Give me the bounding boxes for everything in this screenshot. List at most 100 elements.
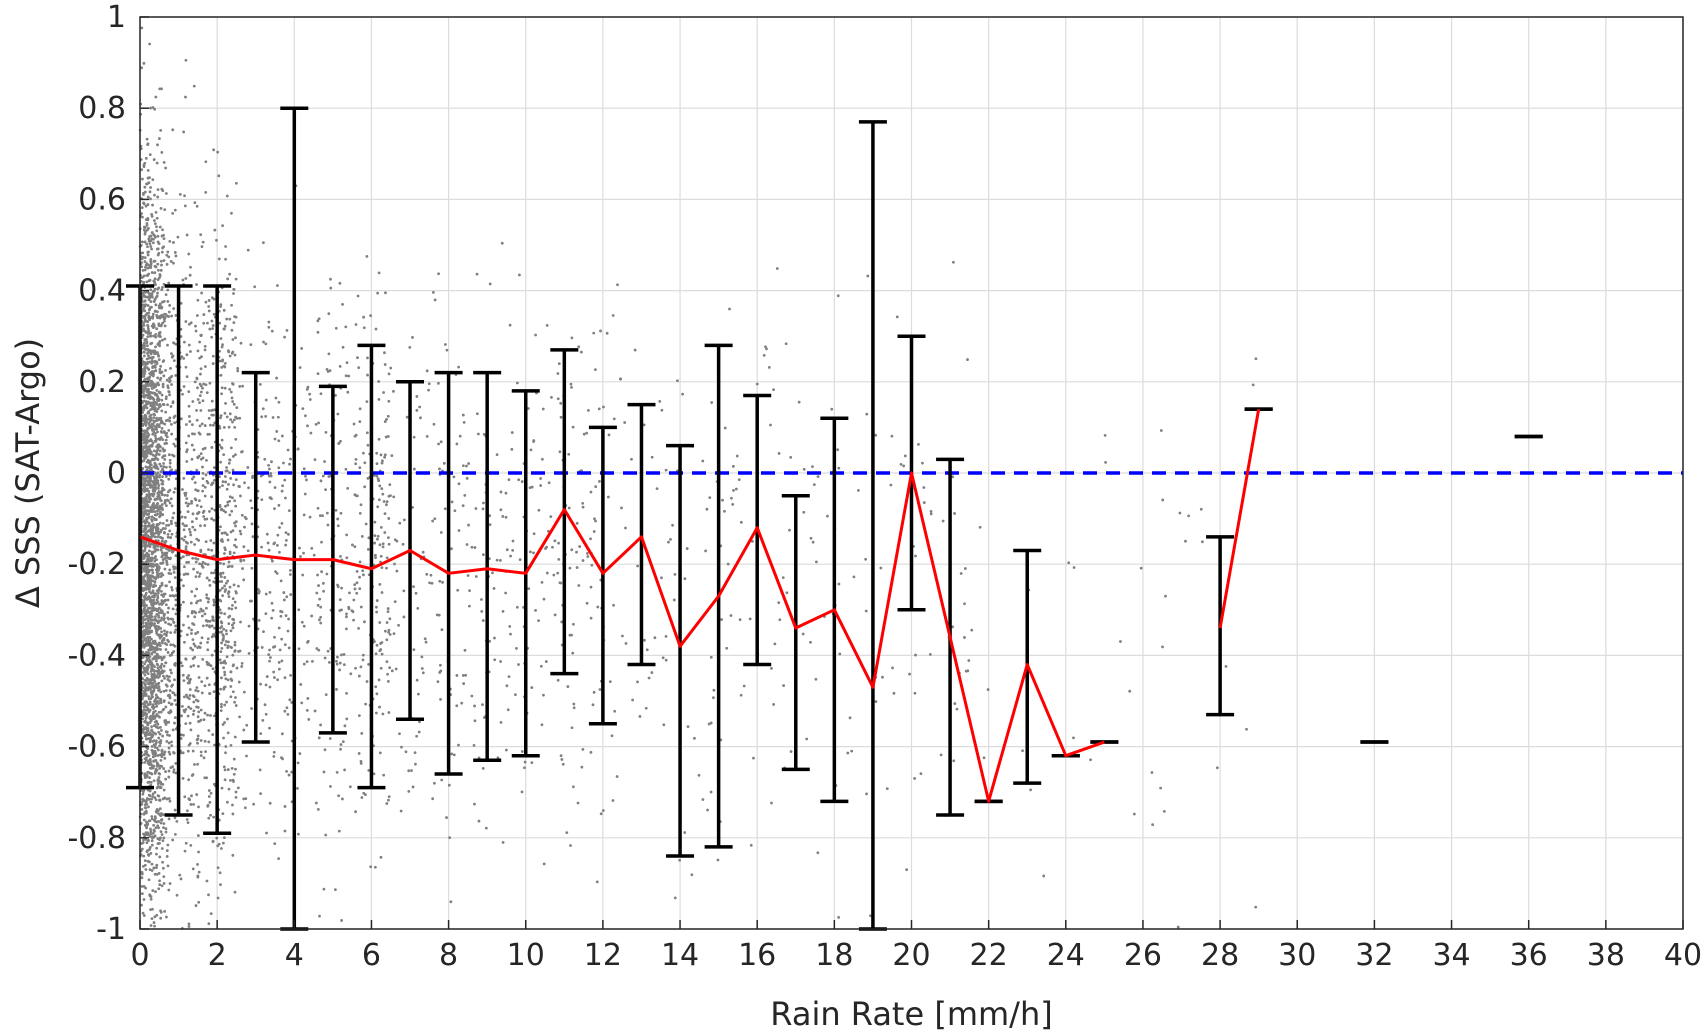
- scatter-point: [211, 324, 215, 327]
- scatter-point: [226, 644, 230, 648]
- scatter-point: [686, 725, 690, 729]
- scatter-point: [328, 369, 332, 373]
- scatter-point: [219, 620, 223, 624]
- scatter-point: [196, 715, 200, 719]
- scatter-point: [484, 826, 488, 830]
- scatter-point: [183, 795, 187, 799]
- scatter-point: [302, 662, 306, 666]
- scatter-point: [154, 518, 158, 521]
- scatter-point: [472, 743, 476, 747]
- scatter-point: [380, 641, 384, 644]
- scatter-point: [353, 587, 357, 591]
- scatter-point: [167, 606, 170, 610]
- scatter-point: [147, 761, 151, 764]
- scatter-point: [156, 240, 160, 244]
- scatter-point: [142, 487, 146, 491]
- scatter-point: [160, 528, 163, 532]
- scatter-point: [344, 374, 348, 378]
- scatter-point: [567, 506, 571, 510]
- scatter-point: [250, 566, 254, 570]
- scatter-point: [477, 819, 481, 823]
- scatter-point: [450, 500, 454, 504]
- scatter-point: [530, 686, 534, 689]
- scatter-point: [154, 531, 157, 535]
- scatter-point: [153, 601, 157, 605]
- scatter-point: [166, 864, 170, 868]
- scatter-point: [157, 533, 161, 536]
- scatter-point: [914, 653, 917, 657]
- scatter-point: [186, 614, 190, 618]
- scatter-point: [345, 717, 349, 721]
- scatter-point: [173, 693, 177, 697]
- scatter-point: [144, 624, 147, 628]
- scatter-point: [445, 348, 449, 352]
- scatter-point: [144, 156, 148, 160]
- scatter-point: [354, 323, 358, 326]
- scatter-point: [198, 424, 202, 428]
- scatter-point: [160, 593, 164, 597]
- scatter-point: [189, 707, 193, 711]
- scatter-point: [775, 267, 779, 270]
- scatter-point: [423, 637, 427, 641]
- scatter-point: [156, 291, 159, 295]
- scatter-point: [157, 587, 161, 591]
- scatter-point: [158, 535, 162, 539]
- scatter-point: [388, 666, 392, 670]
- scatter-point: [144, 414, 148, 418]
- scatter-point: [160, 600, 164, 604]
- scatter-point: [227, 622, 231, 626]
- scatter-point: [152, 300, 156, 303]
- scatter-point: [440, 628, 444, 631]
- scatter-point: [156, 501, 159, 505]
- scatter-point: [488, 282, 492, 286]
- scatter-point: [155, 216, 159, 220]
- scatter-point: [375, 692, 379, 696]
- scatter-point: [157, 484, 161, 488]
- scatter-point: [441, 580, 444, 584]
- scatter-point: [802, 467, 806, 471]
- scatter-point: [157, 887, 161, 891]
- scatter-point: [147, 853, 151, 857]
- scatter-point: [594, 485, 598, 489]
- scatter-point: [720, 618, 723, 621]
- scatter-point: [174, 762, 178, 765]
- scatter-point: [282, 598, 286, 602]
- scatter-point: [181, 392, 184, 396]
- scatter-point: [169, 572, 173, 576]
- scatter-point: [182, 584, 185, 588]
- scatter-point: [470, 545, 474, 549]
- scatter-point: [147, 390, 151, 394]
- scatter-point: [162, 689, 166, 693]
- scatter-point: [166, 694, 170, 698]
- scatter-point: [142, 374, 146, 378]
- scatter-point: [231, 350, 235, 354]
- scatter-point: [475, 272, 479, 276]
- scatter-point: [204, 473, 208, 477]
- scatter-point: [209, 813, 212, 817]
- scatter-point: [226, 538, 230, 542]
- scatter-point: [162, 465, 166, 469]
- scatter-point: [777, 452, 781, 455]
- scatter-point: [344, 325, 348, 329]
- scatter-point: [385, 638, 389, 642]
- scatter-point: [233, 499, 237, 503]
- scatter-point: [143, 776, 147, 780]
- scatter-point: [156, 594, 160, 598]
- scatter-point: [159, 259, 163, 263]
- scatter-point: [285, 328, 289, 332]
- scatter-point: [480, 598, 483, 601]
- scatter-point: [230, 767, 234, 770]
- scatter-point: [542, 862, 546, 866]
- scatter-point: [558, 581, 562, 585]
- scatter-point: [150, 519, 154, 523]
- scatter-point: [142, 914, 146, 917]
- scatter-point: [156, 663, 159, 667]
- scatter-point: [218, 503, 222, 507]
- scatter-point: [558, 450, 562, 454]
- scatter-point: [145, 340, 149, 344]
- scatter-point: [567, 452, 571, 456]
- scatter-point: [448, 836, 452, 839]
- scatter-point: [168, 379, 172, 382]
- scatter-point: [207, 578, 211, 582]
- scatter-point: [184, 365, 188, 369]
